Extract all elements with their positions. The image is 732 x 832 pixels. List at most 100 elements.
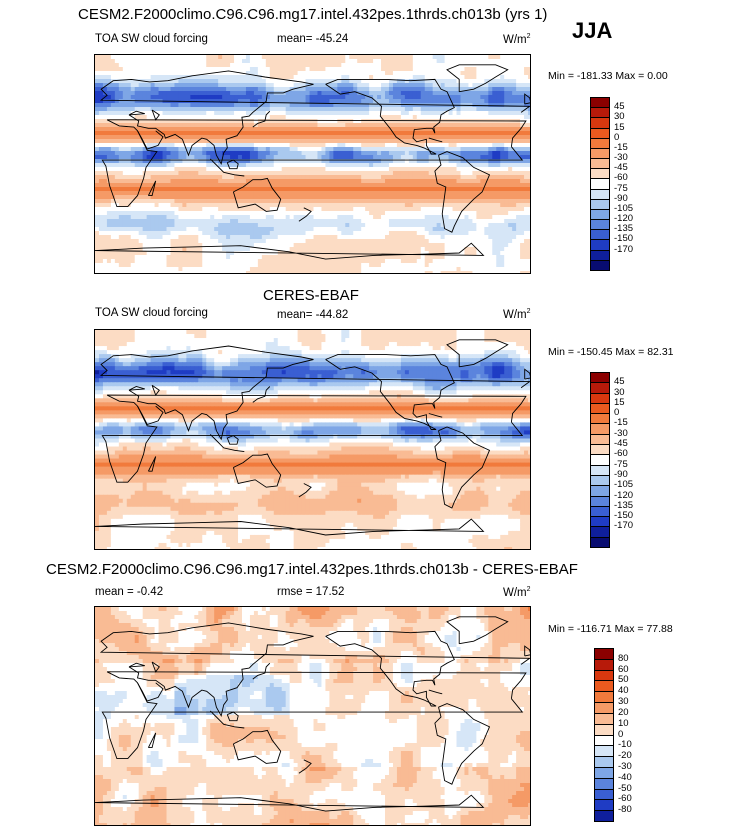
field-cell <box>226 127 231 132</box>
field-cell <box>444 183 450 188</box>
field-cell <box>273 83 279 88</box>
field-cell <box>226 99 231 104</box>
field-cell <box>273 139 279 144</box>
field-cell <box>210 163 215 168</box>
field-cell <box>234 227 239 232</box>
field-cell <box>158 171 164 176</box>
field-cell <box>388 67 394 72</box>
field-cell <box>309 79 315 84</box>
field-cell <box>98 139 104 144</box>
field-cell <box>321 71 327 76</box>
field-cell <box>154 179 160 184</box>
field-cell <box>480 171 485 176</box>
field-cell <box>353 207 358 212</box>
field-cell <box>178 79 183 84</box>
field-cell <box>150 123 156 128</box>
field-cell <box>377 215 382 220</box>
field-cell <box>194 115 199 120</box>
field-cell <box>361 215 366 220</box>
field-cell <box>166 75 172 80</box>
field-cell <box>234 63 239 68</box>
field-cell <box>269 127 275 132</box>
field-cell <box>178 179 183 184</box>
field-cell <box>182 235 187 240</box>
field-cell <box>118 119 124 124</box>
field-cell <box>218 91 223 96</box>
field-cell <box>234 187 239 192</box>
field-cell <box>361 175 366 180</box>
field-cell <box>500 211 505 216</box>
field-cell <box>138 67 144 72</box>
field-cell <box>257 91 263 96</box>
field-cell <box>349 159 354 164</box>
field-cell <box>194 111 199 116</box>
field-cell <box>210 235 215 240</box>
field-cell <box>206 203 211 208</box>
field-cell <box>484 223 489 228</box>
field-cell <box>253 231 259 236</box>
field-cell <box>313 63 319 68</box>
field-cell <box>313 219 319 224</box>
field-cell <box>341 95 346 100</box>
field-cell <box>404 219 410 224</box>
field-cell <box>174 71 180 76</box>
season-label: JJA <box>572 18 613 43</box>
field-cell <box>182 115 187 120</box>
field-cell <box>432 115 438 120</box>
field-cell <box>341 163 346 168</box>
field-cell <box>210 87 215 92</box>
field-cell <box>245 155 251 160</box>
field-cell <box>158 123 164 128</box>
field-cell <box>468 127 474 132</box>
field-cell <box>214 107 219 112</box>
field-cell <box>245 171 251 176</box>
field-cell <box>424 215 430 220</box>
field-cell <box>317 163 323 168</box>
field-cell <box>178 103 183 108</box>
field-cell <box>110 231 116 236</box>
field-cell <box>134 119 140 124</box>
field-cell <box>309 223 315 228</box>
field-cell <box>277 139 283 144</box>
field-cell <box>468 111 474 116</box>
field-cell <box>492 223 497 228</box>
field-cell <box>222 111 227 116</box>
field-cell <box>134 175 140 180</box>
field-cell <box>472 67 477 72</box>
field-cell <box>118 123 124 128</box>
field-cell <box>388 151 394 156</box>
field-cell <box>309 95 315 100</box>
field-cell <box>178 191 183 196</box>
field-cell <box>341 187 346 192</box>
field-cell <box>468 231 474 236</box>
field-cell <box>269 63 275 68</box>
field-cell <box>428 59 434 64</box>
field-cell <box>440 171 446 176</box>
field-cell <box>444 79 450 84</box>
field-cell <box>353 171 358 176</box>
field-cell <box>337 159 342 164</box>
field-cell <box>166 155 172 160</box>
field-cell <box>345 155 350 160</box>
field-cell <box>492 55 497 60</box>
field-cell <box>186 107 191 112</box>
field-cell <box>285 99 291 104</box>
field-cell <box>230 231 235 236</box>
field-cell <box>297 223 303 228</box>
field-cell <box>182 203 187 208</box>
field-cell <box>265 55 271 60</box>
field-cell <box>373 139 378 144</box>
field-cell <box>412 191 418 196</box>
field-cell <box>190 59 195 64</box>
field-cell <box>456 191 462 196</box>
field-cell <box>138 107 144 112</box>
field-cell <box>118 179 124 184</box>
field-cell <box>234 135 239 140</box>
field-cell <box>210 231 215 236</box>
field-cell <box>158 191 164 196</box>
field-cell <box>285 119 291 124</box>
field-cell <box>150 179 156 184</box>
field-cell <box>162 143 168 148</box>
field-cell <box>464 163 470 168</box>
field-cell <box>420 103 426 108</box>
